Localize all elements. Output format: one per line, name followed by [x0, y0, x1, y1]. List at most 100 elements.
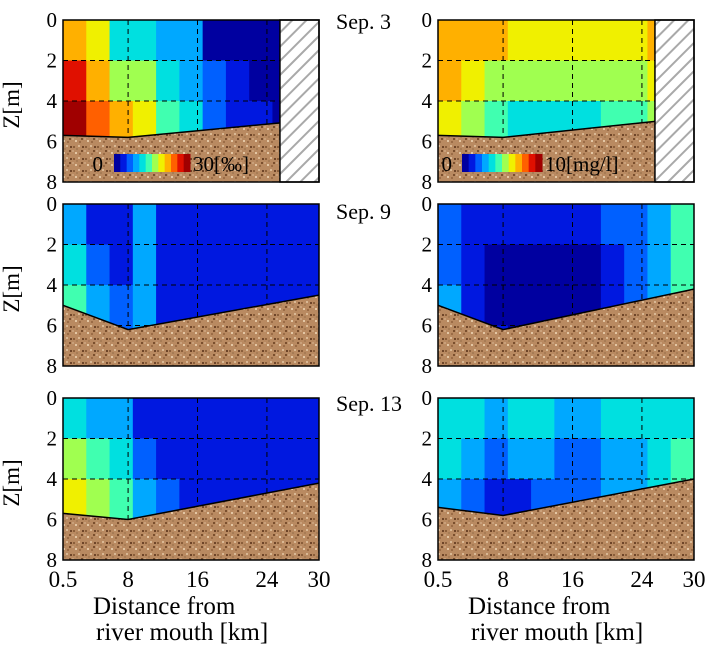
- field-cell: [507, 20, 532, 62]
- field-cell: [202, 204, 227, 246]
- field-cell: [63, 438, 87, 480]
- colorbar-swatch: [126, 154, 134, 172]
- colorbar-min-label: 0: [442, 152, 453, 176]
- riverbed-line: [62, 118, 320, 139]
- field-cell: [295, 398, 319, 440]
- y-tick-label: 4: [422, 89, 433, 113]
- field-cell: [132, 101, 157, 143]
- field-cell: [600, 60, 625, 102]
- y-tick-label: 2: [47, 233, 58, 257]
- field-cell: [109, 285, 134, 327]
- colorbar-swatch: [502, 154, 510, 172]
- field-cell: [179, 438, 204, 480]
- colorbar: 0 30[‰]: [93, 152, 250, 176]
- field-cell: [507, 398, 532, 440]
- hatched-region: [654, 19, 695, 183]
- y-tick-label: 6: [422, 314, 433, 338]
- field-cell: [577, 20, 602, 62]
- field-cell: [202, 244, 227, 286]
- field-cell: [531, 244, 555, 286]
- field-cell: [295, 204, 319, 246]
- colorbar-swatch: [462, 154, 470, 172]
- field-cell: [600, 204, 625, 246]
- colorbar-min-label: 0: [93, 152, 104, 176]
- panels-group: 02468Z[m]0246802468Z[m]0246802468Z[m]0.5…: [0, 8, 706, 646]
- field-cell: [109, 438, 134, 480]
- colorbar-swatch: [515, 154, 523, 172]
- y-tick-label: 6: [422, 508, 433, 532]
- colorbar-max-label: 10[mg/l]: [545, 152, 619, 176]
- field-cell: [156, 438, 180, 480]
- field-cell: [507, 101, 532, 143]
- field-cell: [461, 244, 486, 286]
- field-cell: [132, 398, 157, 440]
- colorbar-swatch: [164, 154, 172, 172]
- panel-sep-9-right: 0 2 4 6 8: [422, 192, 695, 378]
- field-cell: [249, 204, 274, 246]
- field-cell: [484, 438, 509, 480]
- y-tick-label: 8: [47, 354, 58, 378]
- field-cell: [461, 398, 486, 440]
- field-cell: [461, 438, 486, 480]
- date-label: Sep. 9: [336, 199, 391, 224]
- y-axis-label: Z[m]: [0, 459, 24, 506]
- field-cell: [156, 60, 180, 102]
- riverbed-line: [62, 482, 320, 521]
- colorbar-swatch: [133, 154, 140, 172]
- field-cell: [63, 204, 87, 246]
- field-cell: [63, 20, 87, 62]
- colorbar-swatch: [139, 154, 147, 172]
- field-cell: [484, 479, 509, 521]
- y-tick-label: 8: [47, 170, 58, 194]
- field-cell: [156, 244, 180, 286]
- field-cell: [132, 479, 157, 521]
- field-cell: [225, 60, 250, 102]
- y-tick-label: 8: [422, 548, 433, 572]
- field-cell: [86, 438, 111, 480]
- field-cell: [156, 479, 180, 521]
- riverbed-line: [437, 478, 695, 517]
- colorbar-swatch: [522, 154, 530, 172]
- date-label: Sep. 3: [336, 9, 391, 34]
- field-cell: [624, 204, 649, 246]
- field-cell: [554, 60, 579, 102]
- colorbar-swatch: [468, 154, 476, 172]
- field-cell: [202, 398, 227, 440]
- field-cell: [249, 60, 274, 102]
- y-tick-label: 0: [422, 8, 433, 32]
- y-tick-label: 6: [47, 508, 58, 532]
- field-cell: [647, 438, 672, 480]
- field-cell: [577, 244, 602, 286]
- field-cell: [461, 479, 486, 521]
- field-cell: [272, 244, 297, 286]
- field-cell: [484, 20, 509, 62]
- field-cell: [484, 285, 509, 327]
- field-cell: [249, 438, 274, 480]
- field-cell: [109, 204, 134, 246]
- field-cell: [507, 438, 532, 480]
- field-cell: [554, 20, 579, 62]
- field-cell: [484, 60, 509, 102]
- field-cell: [63, 101, 87, 143]
- field-cell: [86, 101, 111, 143]
- field-cell: [624, 244, 649, 286]
- field-cell: [531, 398, 555, 440]
- y-tick-label: 2: [422, 233, 433, 257]
- x-tick-label: 8: [122, 567, 134, 592]
- field-cell: [109, 398, 134, 440]
- field-cell: [461, 60, 486, 102]
- field-cell: [156, 204, 180, 246]
- colorbar-swatch: [528, 154, 536, 172]
- y-tick-label: 8: [47, 548, 58, 572]
- field-cell: [670, 204, 694, 246]
- colorbar-swatch: [120, 154, 128, 172]
- field-cell: [109, 244, 134, 286]
- field-cell: [647, 244, 672, 286]
- field-cell: [63, 398, 87, 440]
- field-cell: [132, 20, 157, 62]
- field-cell: [63, 479, 87, 521]
- field-cell: [225, 244, 250, 286]
- x-tick-label: 24: [255, 567, 279, 592]
